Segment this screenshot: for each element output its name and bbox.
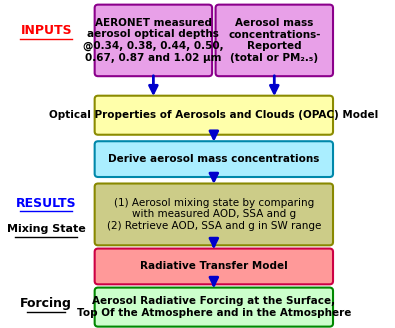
Text: Aerosol Radiative Forcing at the Surface,
Top Of the Atmosphere and in the Atmos: Aerosol Radiative Forcing at the Surface… <box>77 296 351 318</box>
FancyBboxPatch shape <box>95 183 333 245</box>
Text: (1) Aerosol mixing state by comparing
with measured AOD, SSA and g
(2) Retrieve : (1) Aerosol mixing state by comparing wi… <box>107 198 321 231</box>
Text: Aerosol mass
concentrations-
Reported
(total or PM₂.₅): Aerosol mass concentrations- Reported (t… <box>228 18 321 63</box>
Text: RESULTS: RESULTS <box>16 196 77 210</box>
FancyBboxPatch shape <box>95 141 333 177</box>
Text: Derive aerosol mass concentrations: Derive aerosol mass concentrations <box>108 154 320 164</box>
FancyBboxPatch shape <box>95 249 333 284</box>
Text: AERONET measured
aerosol optical depths
@0.34, 0.38, 0.44, 0.50,
0.67, 0.87 and : AERONET measured aerosol optical depths … <box>83 18 224 63</box>
Text: Radiative Transfer Model: Radiative Transfer Model <box>140 261 288 272</box>
FancyBboxPatch shape <box>95 288 333 327</box>
FancyBboxPatch shape <box>95 96 333 135</box>
Text: Optical Properties of Aerosols and Clouds (OPAC) Model: Optical Properties of Aerosols and Cloud… <box>49 110 378 120</box>
Text: INPUTS: INPUTS <box>21 24 72 37</box>
FancyBboxPatch shape <box>216 5 333 76</box>
FancyBboxPatch shape <box>95 5 212 76</box>
Text: Mixing State: Mixing State <box>7 224 86 234</box>
Text: Forcing: Forcing <box>21 297 72 310</box>
